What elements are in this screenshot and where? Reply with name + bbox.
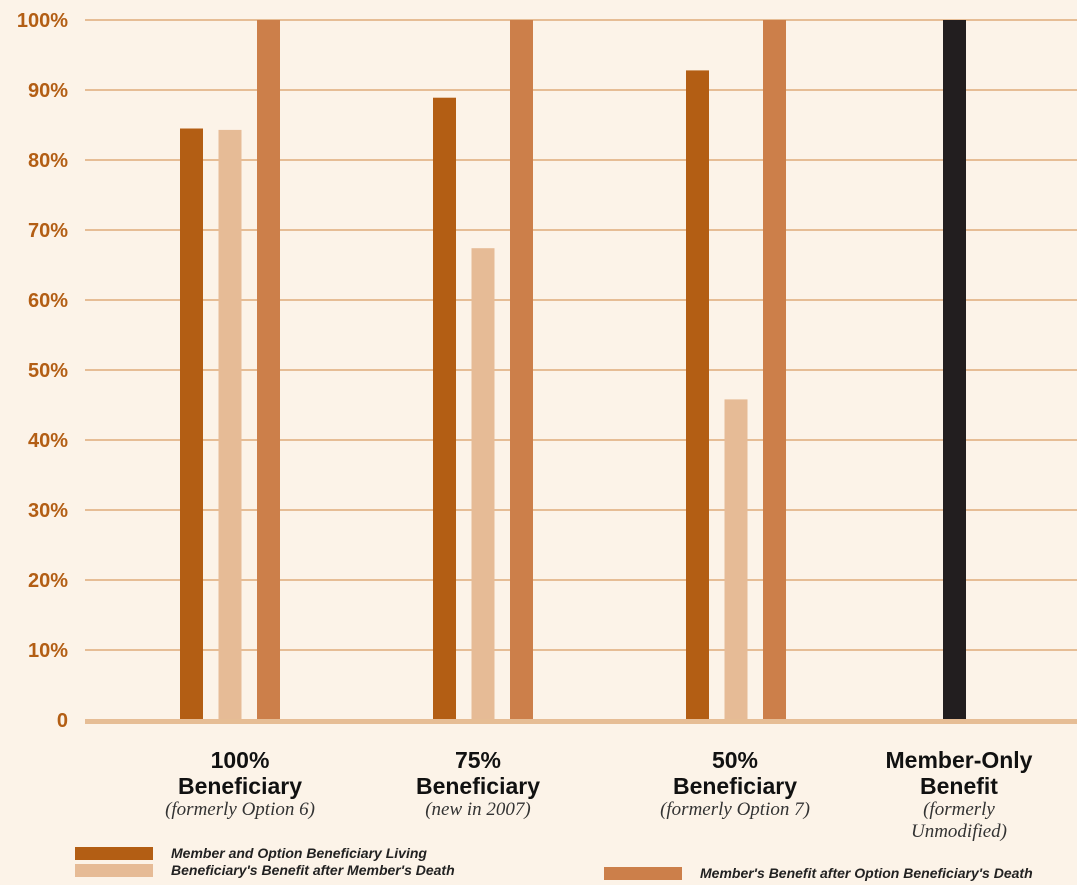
legend-item-beneficiary: Beneficiary's Benefit after Member's Dea… [75,862,455,878]
y-tick-label: 50% [28,360,68,382]
y-tick-label: 40% [28,430,68,452]
category-name: 75% [454,747,502,773]
category-name-line2: Beneficiary [672,773,797,799]
category-label-75: 75% Beneficiary (new in 2007) [373,747,583,821]
bar [471,248,495,720]
category-subtitle: (new in 2007) [425,799,531,820]
category-name: 50% [711,747,759,773]
y-tick-label: 100% [17,10,68,32]
category-subtitle: (formerly Option 7) [660,799,810,820]
legend-swatch [75,846,153,860]
x-axis-baseline [85,719,1077,724]
y-tick-label: 0 [57,710,68,732]
bar [763,20,786,720]
legend-item-living: Member and Option Beneficiary Living [75,845,427,861]
y-tick-label: 30% [28,500,68,522]
category-name: Member-Only [885,747,1033,773]
category-name: 100% [210,747,270,773]
y-tick-label: 80% [28,150,68,172]
bar [218,129,242,720]
category-subtitle: (formerly [923,799,995,820]
y-tick-label: 60% [28,290,68,312]
y-tick-label: 90% [28,80,68,102]
legend-label: Beneficiary's Benefit after Member's Dea… [171,862,455,878]
y-tick-label: 10% [28,640,68,662]
legend-swatch [604,866,682,880]
category-name-line2: Benefit [920,773,998,799]
category-subtitle: (formerly Option 6) [165,799,315,820]
legend-label: Member's Benefit after Option Beneficiar… [700,865,1033,881]
bar [257,20,280,720]
bar [686,70,709,720]
category-label-member-only: Member-Only Benefit (formerly Unmodified… [854,747,1064,843]
bar [724,399,748,720]
category-label-100: 100% Beneficiary (formerly Option 6) [135,747,345,821]
bar [180,128,203,720]
category-label-50: 50% Beneficiary (formerly Option 7) [630,747,840,821]
legend-label: Member and Option Beneficiary Living [171,845,427,861]
category-name-line2: Beneficiary [177,773,302,799]
y-tick-label: 20% [28,570,68,592]
bar-member-only [943,20,966,720]
bar [510,20,533,720]
category-name-line2: Beneficiary [415,773,540,799]
bar [433,97,456,720]
category-subtitle-line2: Unmodified) [910,821,1008,842]
legend-item-member-after: Member's Benefit after Option Beneficiar… [604,865,1033,881]
y-tick-label: 70% [28,220,68,242]
legend-swatch [75,863,153,877]
